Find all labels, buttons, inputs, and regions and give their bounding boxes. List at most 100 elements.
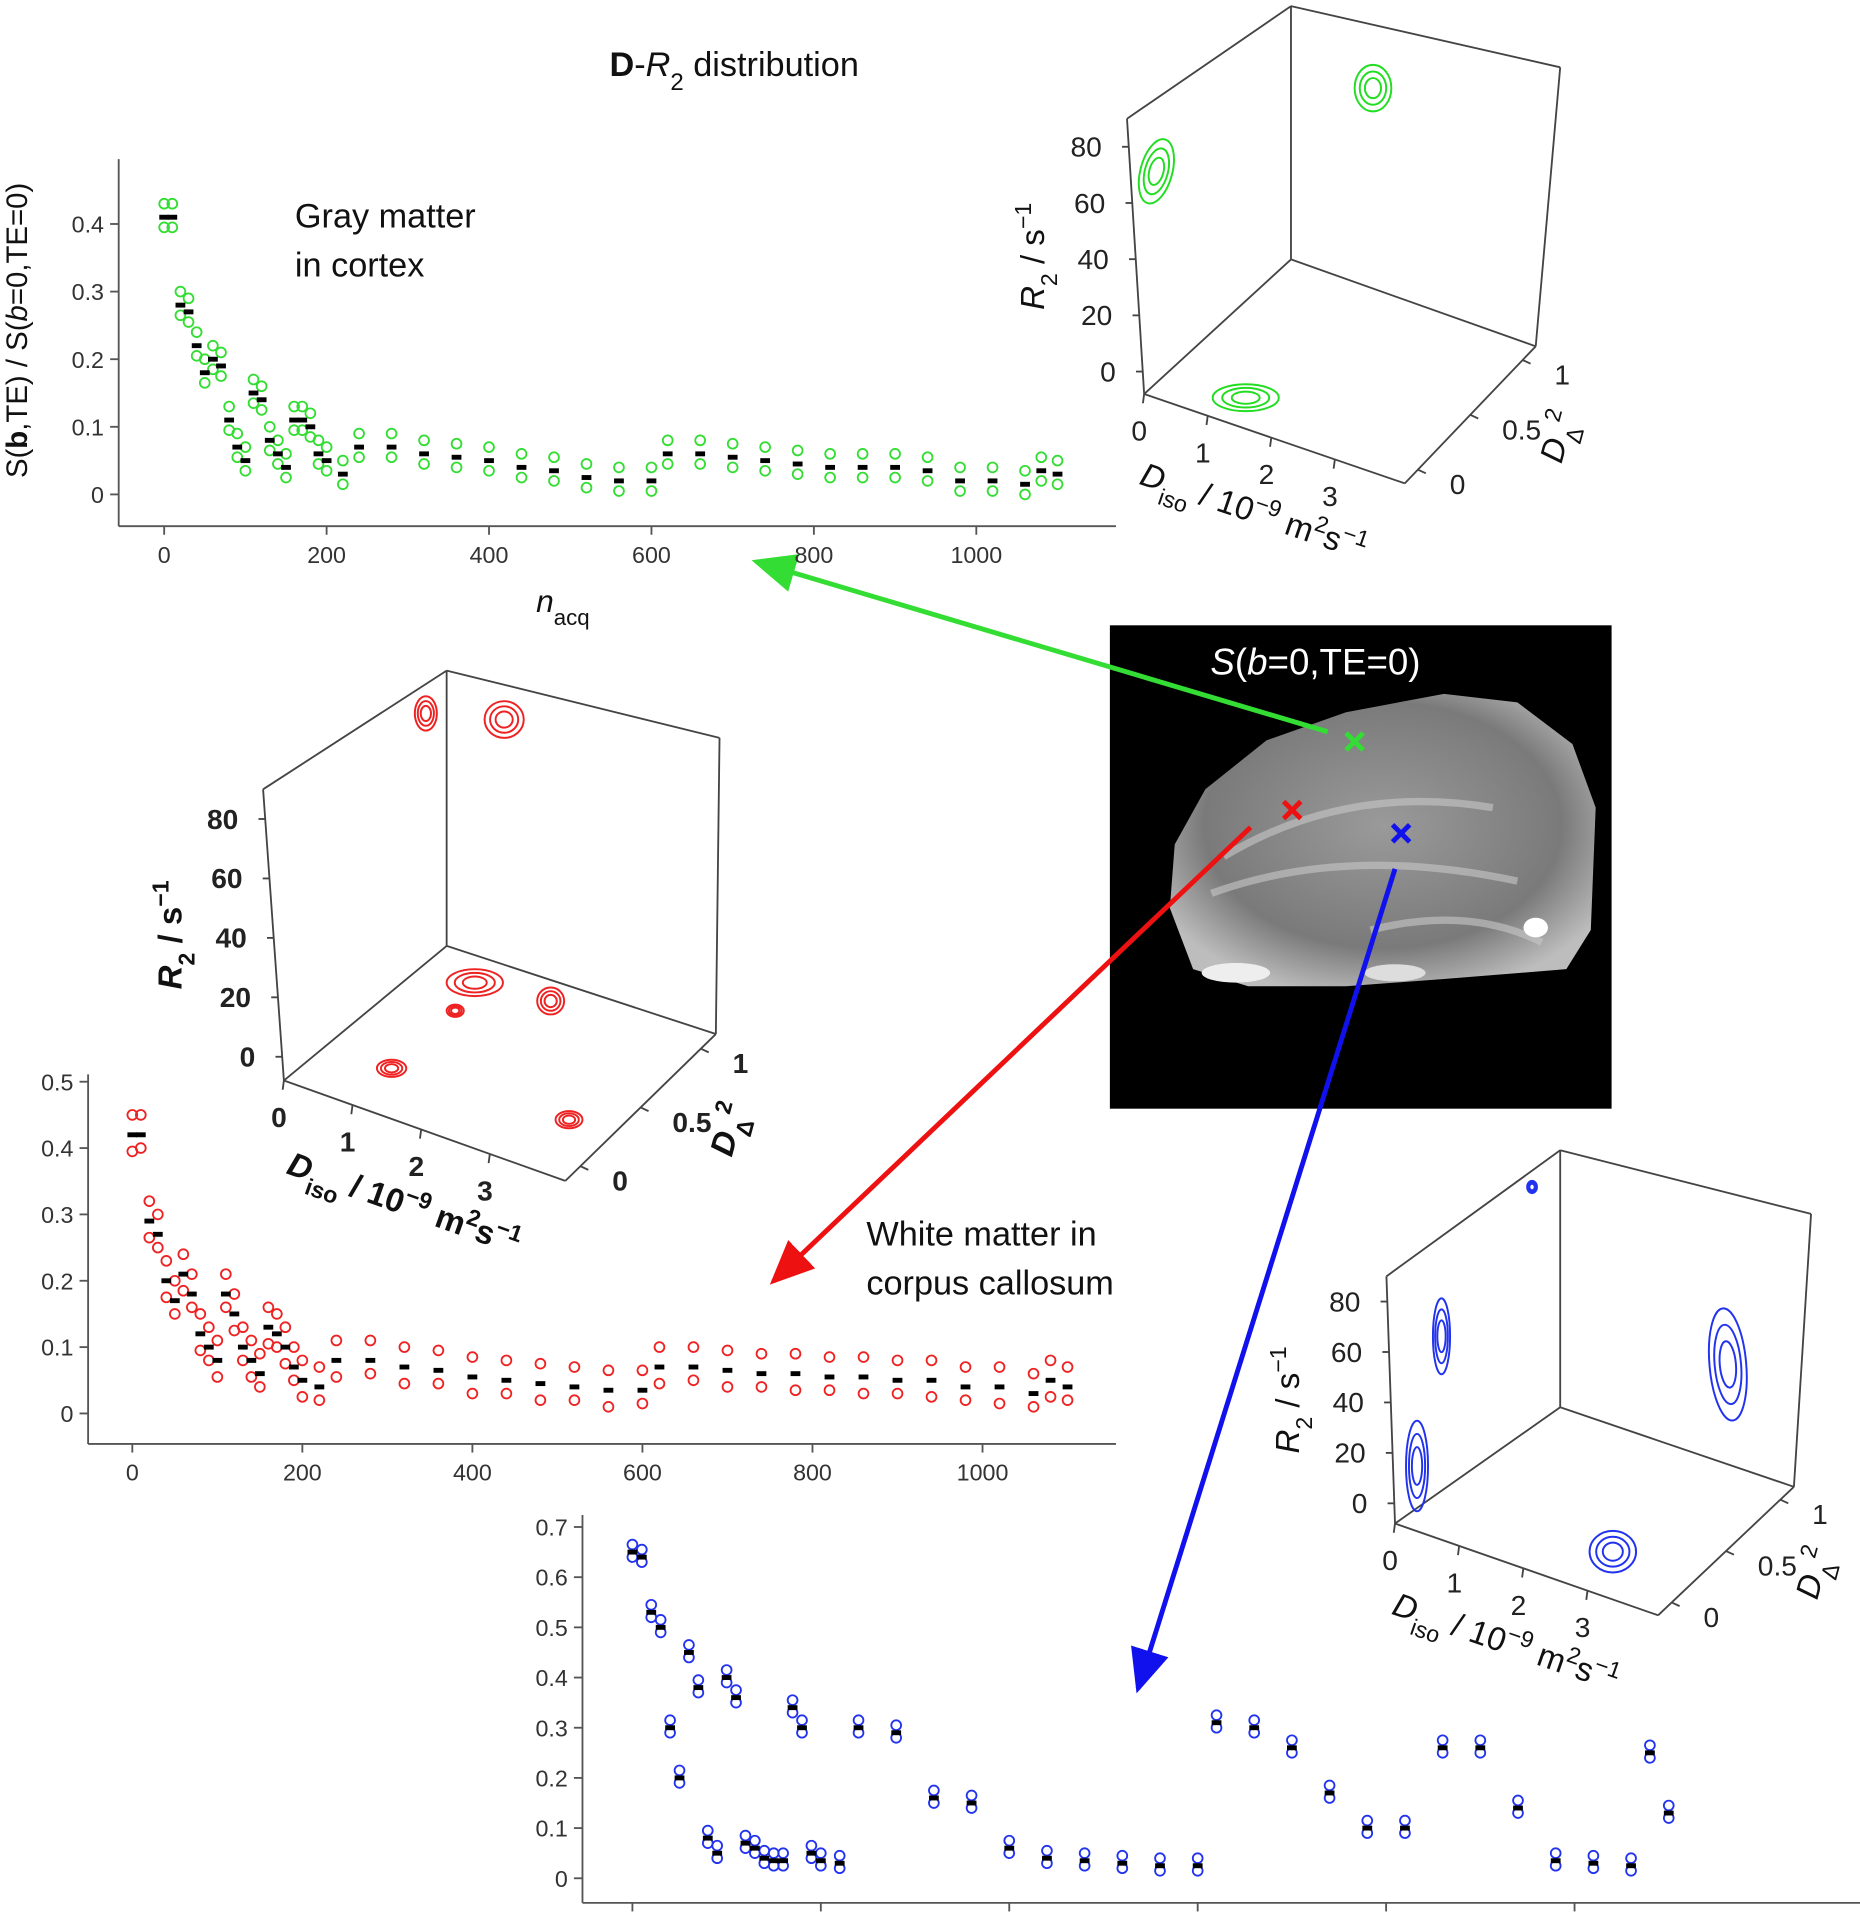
data-point: [198, 377, 211, 389]
x-tick: [1332, 459, 1336, 469]
data-point: [823, 1351, 836, 1363]
x-tick-label: 1: [340, 1127, 356, 1158]
data-point: [418, 434, 430, 447]
data-point: [986, 461, 999, 474]
contour: [1595, 1535, 1631, 1568]
data-point: [645, 461, 658, 474]
data-point: [450, 437, 463, 450]
data-point: [207, 363, 219, 376]
contour: [1221, 386, 1271, 409]
text-run: -: [634, 46, 645, 84]
data-point: [925, 1354, 938, 1367]
data-point: [726, 461, 739, 474]
data-point: [203, 1321, 215, 1334]
data-point: [135, 1109, 147, 1121]
data-point: [186, 1268, 198, 1280]
data-point: [694, 458, 706, 470]
data-point: [500, 1354, 513, 1367]
data-point: [177, 1248, 190, 1261]
x-tick: [487, 1153, 491, 1164]
data-point: [805, 1839, 818, 1852]
y-tick-label: 0: [555, 1866, 568, 1892]
data-point: [418, 458, 430, 470]
figure-title: D-R2 distribution: [610, 46, 859, 96]
z-tick-label: 60: [1074, 188, 1105, 219]
data-point: [1512, 1794, 1524, 1807]
x-tick-label: 1: [1195, 437, 1211, 468]
data-point: [1625, 1852, 1637, 1865]
box-edge: [1126, 5, 1292, 120]
data-point: [653, 1341, 666, 1353]
text-run: / s: [152, 907, 189, 953]
x-tick-label: 0: [1382, 1545, 1398, 1576]
data-point: [215, 370, 227, 382]
box-edge: [446, 669, 720, 739]
data-point: [954, 485, 966, 497]
z-tick-label: 40: [1078, 244, 1109, 275]
contour: [445, 1003, 465, 1018]
text-run: iso: [1155, 484, 1191, 518]
text-run: 2: [709, 1097, 737, 1116]
data-point: [891, 1387, 904, 1400]
data-point: [296, 424, 309, 437]
data-point: [166, 197, 179, 210]
z-tick-label: 20: [1081, 300, 1112, 331]
contour: [1353, 63, 1393, 113]
data-point: [1035, 475, 1048, 487]
data-point: [726, 437, 739, 450]
data-point: [203, 1354, 215, 1367]
text-run: −1: [1010, 203, 1036, 229]
data-point: [711, 1839, 724, 1852]
data-point: [755, 1347, 768, 1360]
text-run: (: [1235, 641, 1247, 682]
box-edge: [1385, 1149, 1561, 1278]
x-tick: [350, 1104, 354, 1115]
data-point: [1051, 454, 1064, 467]
data-point: [673, 1764, 686, 1777]
y-tick: [700, 1047, 710, 1054]
data-point: [687, 1341, 700, 1353]
y-tick-label: 0.6: [535, 1565, 567, 1591]
text-run: b: [1247, 641, 1267, 682]
text-run: 2: [174, 953, 200, 966]
data-point: [174, 285, 187, 298]
text-run: =0,TE=0): [1268, 641, 1421, 682]
contour: [416, 700, 435, 727]
contour: [554, 1110, 584, 1130]
data-point: [228, 1288, 241, 1300]
y-tick-label: 0.3: [41, 1202, 73, 1228]
z-tick-label: 80: [207, 804, 238, 835]
y-tick-label: 0.3: [535, 1715, 567, 1741]
x-tick-label: 600: [623, 1460, 662, 1486]
data-point: [245, 1371, 258, 1383]
data-point: [755, 1381, 768, 1393]
contour: [1601, 1541, 1624, 1562]
data-point: [921, 475, 934, 487]
box-edge: [714, 737, 721, 1035]
data-point: [720, 1664, 733, 1676]
z-axis: [1385, 1276, 1396, 1524]
text-run: / s: [1014, 229, 1051, 273]
y-tick-label: 1: [733, 1048, 749, 1079]
box-edge: [1290, 5, 1561, 69]
data-point: [158, 197, 170, 210]
data-point: [568, 1361, 581, 1373]
y-tick-label: 0: [91, 482, 104, 508]
z-tick-label: 20: [1334, 1438, 1365, 1469]
contour: [1137, 138, 1175, 205]
data-point: [211, 1334, 224, 1347]
y-tick-label: 0.2: [535, 1765, 567, 1791]
bright-spot: [1364, 964, 1426, 982]
marker-cross: [1390, 823, 1412, 844]
x-tick-label: 3: [1575, 1612, 1591, 1643]
contour: [543, 993, 558, 1009]
bright-spot: [1523, 917, 1548, 938]
data-point: [1051, 478, 1064, 491]
y-axis-label: DΔ2: [699, 1097, 763, 1162]
data-point: [211, 1371, 224, 1383]
text-run: −1: [148, 880, 174, 906]
data-point: [247, 397, 260, 409]
data-point: [304, 407, 317, 420]
x-tick: [419, 1129, 423, 1139]
